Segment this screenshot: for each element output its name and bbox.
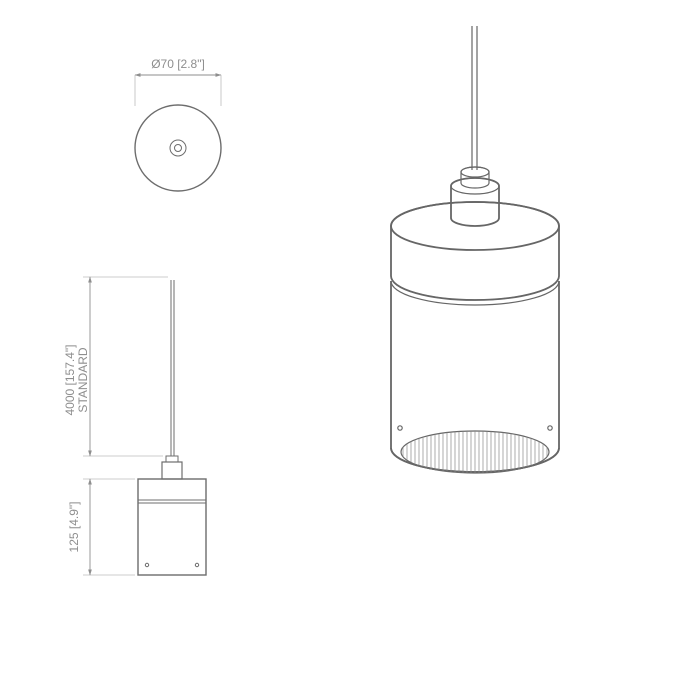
iso-collar-top	[461, 167, 489, 177]
cable-length-dim-label-2: STANDARD	[76, 347, 90, 412]
fixture-body	[138, 479, 206, 575]
cable-ferrule	[162, 462, 182, 479]
fixture-hole-left	[145, 563, 148, 566]
side-elevation-view: 4000 [157.4"] STANDARD 125 [4.9"]	[63, 277, 206, 575]
fixture-hole-right	[195, 563, 198, 566]
isometric-view	[391, 26, 559, 473]
top-outer-circle	[135, 105, 221, 191]
iso-ferrule-top	[451, 178, 499, 194]
body-height-dim-label: 125 [4.9"]	[67, 502, 81, 553]
technical-drawing: Ø70 [2.8"] 4000 [157.4"] STANDARD 125 [4…	[0, 0, 700, 700]
top-center-circle	[175, 145, 182, 152]
top-diameter-dim-label: Ø70 [2.8"]	[151, 57, 205, 71]
cable-collar	[166, 456, 178, 462]
iso-hole-right	[548, 426, 552, 430]
cable-length-dim-label-1: 4000 [157.4"]	[63, 345, 77, 416]
iso-topcap	[391, 202, 559, 300]
iso-hole-left	[398, 426, 402, 430]
top-plan-view: Ø70 [2.8"]	[135, 57, 221, 191]
top-ring-circle	[170, 140, 186, 156]
iso-groove-a	[391, 276, 559, 300]
